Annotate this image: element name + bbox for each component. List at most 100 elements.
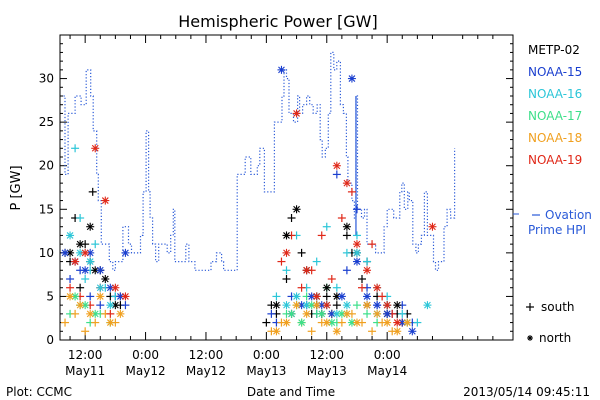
south-marker bbox=[81, 327, 90, 336]
north-marker bbox=[428, 222, 437, 231]
star-d2 bbox=[106, 284, 114, 292]
star-d2 bbox=[66, 293, 74, 300]
north-marker bbox=[393, 301, 402, 310]
south-marker bbox=[342, 248, 351, 257]
south-marker bbox=[337, 214, 346, 222]
north-marker bbox=[86, 248, 95, 257]
x-tick-time: 12:00 bbox=[68, 348, 103, 362]
south-marker bbox=[287, 214, 296, 222]
y-tick-label: 30 bbox=[39, 72, 54, 86]
north-marker bbox=[292, 109, 301, 118]
north-marker bbox=[302, 301, 311, 310]
north-marker bbox=[96, 292, 105, 301]
star-d2 bbox=[348, 75, 356, 82]
north-marker bbox=[337, 292, 346, 301]
plot-area bbox=[59, 34, 514, 341]
north-marker bbox=[393, 318, 402, 327]
star-d2 bbox=[283, 319, 290, 326]
north-marker bbox=[277, 65, 286, 74]
star-d2 bbox=[288, 310, 295, 318]
star-d2 bbox=[333, 293, 341, 300]
south-marker bbox=[352, 301, 361, 310]
star-d2 bbox=[71, 258, 79, 265]
star-d2 bbox=[338, 293, 346, 300]
ovation-line bbox=[63, 51, 456, 271]
north-marker bbox=[332, 161, 341, 170]
star-d2 bbox=[313, 293, 321, 300]
x-tick-date: May13 bbox=[307, 364, 347, 378]
plot-timestamp: 2013/05/14 09:45:11 bbox=[463, 385, 590, 399]
ovation-legend-label-2: Prime HPI bbox=[528, 223, 586, 237]
north-marker bbox=[66, 292, 75, 301]
north-marker bbox=[282, 231, 291, 240]
star-d2 bbox=[403, 319, 411, 326]
north-marker bbox=[101, 275, 110, 283]
south-marker bbox=[267, 309, 276, 318]
south-marker bbox=[368, 327, 377, 336]
star-d2 bbox=[283, 249, 290, 257]
star-d2 bbox=[393, 301, 401, 309]
star-d2 bbox=[363, 301, 371, 309]
x-tick-time: 12:00 bbox=[189, 348, 224, 362]
y-tick-label: 10 bbox=[39, 246, 54, 260]
south-marker bbox=[297, 283, 306, 292]
star-d2 bbox=[303, 310, 311, 318]
star-d2 bbox=[308, 293, 316, 300]
star-d2 bbox=[353, 319, 361, 326]
north-marker bbox=[61, 248, 70, 257]
north-marker bbox=[66, 248, 75, 257]
legend-item-noaa-16: NOAA-16 bbox=[528, 87, 582, 101]
star-d2 bbox=[293, 205, 300, 213]
x-axis-label: Date and Time bbox=[247, 385, 335, 399]
north-marker bbox=[322, 283, 331, 292]
north-marker bbox=[76, 240, 85, 249]
north-marker bbox=[121, 292, 130, 301]
north-marker bbox=[383, 318, 392, 327]
star-d2 bbox=[101, 275, 109, 283]
star-d2 bbox=[323, 301, 331, 309]
south-marker bbox=[398, 309, 407, 318]
north-marker bbox=[292, 292, 301, 301]
star-d2 bbox=[76, 249, 84, 257]
north-marker bbox=[106, 301, 115, 310]
north-marker bbox=[282, 301, 291, 310]
star-d2 bbox=[273, 327, 280, 335]
north-marker bbox=[373, 283, 382, 292]
star-d2 bbox=[353, 258, 361, 265]
star-d2 bbox=[81, 249, 89, 257]
north-marker bbox=[383, 309, 392, 318]
star-d2 bbox=[383, 301, 391, 309]
north-marker bbox=[302, 266, 311, 275]
star-d2 bbox=[333, 310, 341, 318]
north-marker bbox=[342, 309, 351, 318]
south-marker bbox=[378, 292, 387, 301]
north-marker bbox=[91, 144, 100, 153]
north-marker bbox=[272, 301, 281, 310]
star-d2 bbox=[293, 110, 300, 117]
south-marker bbox=[352, 231, 361, 240]
legend-item-noaa-15: NOAA-15 bbox=[528, 65, 582, 79]
star-d2 bbox=[303, 266, 311, 274]
north-marker bbox=[373, 301, 382, 310]
north-marker bbox=[363, 301, 372, 310]
north-marker bbox=[383, 301, 392, 310]
star-d2 bbox=[76, 240, 84, 248]
legend-item-noaa-18: NOAA-18 bbox=[528, 131, 582, 145]
north-marker bbox=[86, 257, 95, 266]
north-marker bbox=[76, 248, 85, 257]
south-marker bbox=[121, 301, 130, 310]
north-marker bbox=[287, 309, 296, 318]
north-marker bbox=[332, 292, 341, 301]
south-marker bbox=[352, 205, 361, 214]
north-key-d2 bbox=[527, 335, 533, 341]
south-marker bbox=[88, 187, 97, 196]
south-marker bbox=[272, 292, 281, 301]
star-d2 bbox=[363, 266, 371, 274]
star-d2 bbox=[308, 301, 316, 309]
north-marker bbox=[408, 327, 417, 336]
south-marker bbox=[91, 318, 100, 327]
south-marker bbox=[307, 327, 316, 336]
south-marker bbox=[282, 275, 291, 283]
south-marker bbox=[363, 257, 372, 266]
y-tick-label: 15 bbox=[39, 202, 54, 216]
